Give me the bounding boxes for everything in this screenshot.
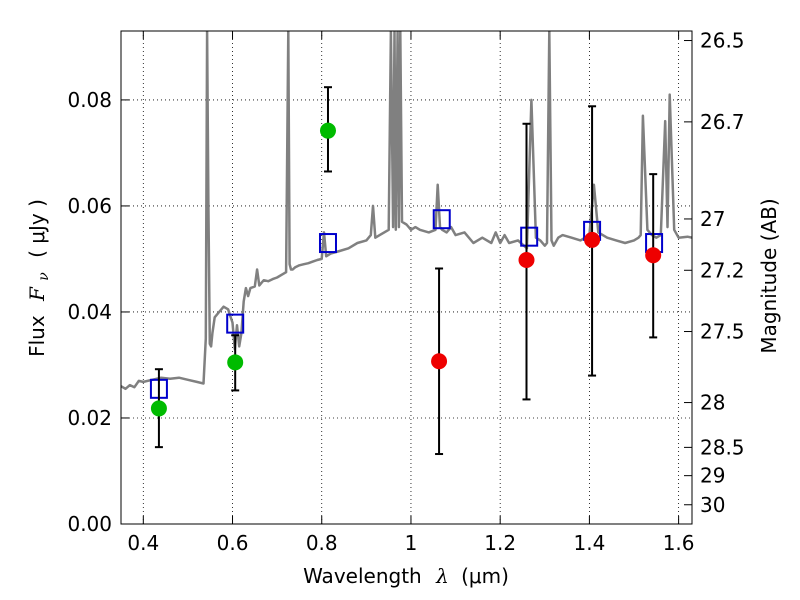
y-axis-ticks: 0.00 0.02 0.04 0.06 0.08 bbox=[67, 88, 129, 536]
y-tick-label: 0.02 bbox=[67, 406, 112, 430]
y-axis-label-unit: ( μJy ) bbox=[25, 199, 49, 258]
model-photometry-square bbox=[432, 209, 451, 230]
model-spectrum-line bbox=[121, 31, 692, 391]
x-axis-label-symbol: λ bbox=[435, 564, 449, 588]
y2-axis-label: Magnitude (AB) bbox=[757, 198, 781, 353]
y2-axis-ticks: 26.5 26.7 27 27.2 27.5 28 28.5 29 30 bbox=[684, 29, 745, 517]
upper-limit-point bbox=[645, 247, 662, 264]
x-axis-label-text: Wavelength bbox=[303, 564, 422, 588]
plot-area bbox=[121, 31, 692, 456]
x-axis-label-unit: (μm) bbox=[461, 564, 509, 588]
y2-tick-label: 30 bbox=[700, 493, 725, 517]
y-axis-label-symbol: F bbox=[25, 286, 49, 302]
y2-tick-label: 26.7 bbox=[700, 110, 745, 134]
x-tick-label: 0.6 bbox=[217, 531, 249, 555]
plot-frame bbox=[120, 30, 693, 525]
x-tick-label: 1.6 bbox=[663, 531, 695, 555]
x-tick-label: 1.2 bbox=[484, 531, 516, 555]
y-tick-label: 0.00 bbox=[67, 512, 112, 536]
detection-point bbox=[319, 122, 336, 139]
y2-tick-label: 27 bbox=[700, 207, 725, 231]
y-tick-label: 0.06 bbox=[67, 194, 112, 218]
y2-tick-label: 27.5 bbox=[700, 320, 745, 344]
model-photometry-square bbox=[318, 233, 337, 254]
data-marks bbox=[149, 86, 664, 456]
x-tick-label: 1.4 bbox=[573, 531, 605, 555]
x-tick-label: 1 bbox=[405, 531, 418, 555]
y-axis-label-text: Flux bbox=[25, 315, 49, 357]
detection-point bbox=[227, 354, 244, 371]
y2-tick-label: 28 bbox=[700, 391, 725, 415]
detection-point bbox=[150, 400, 167, 417]
model-photometry-square bbox=[226, 313, 245, 334]
x-axis-label: Wavelength λ (μm) bbox=[303, 564, 509, 588]
y2-tick-label: 26.5 bbox=[700, 29, 745, 53]
x-axis-ticks: 0.4 0.6 0.8 1 1.2 1.4 1.6 bbox=[127, 31, 695, 555]
upper-limit-point bbox=[431, 353, 448, 370]
y2-tick-label: 27.2 bbox=[700, 258, 745, 282]
y-axis-label-sub: ν bbox=[36, 272, 52, 281]
y2-tick-label: 28.5 bbox=[700, 435, 745, 459]
y-axis-label: Flux F ν ( μJy ) bbox=[25, 199, 53, 357]
model-photometry-square bbox=[520, 226, 539, 247]
y-tick-label: 0.08 bbox=[67, 88, 112, 112]
y2-tick-label: 29 bbox=[700, 464, 725, 488]
y-tick-label: 0.04 bbox=[67, 300, 112, 324]
x-tick-label: 0.4 bbox=[127, 531, 159, 555]
upper-limit-point bbox=[584, 231, 601, 248]
upper-limit-point bbox=[518, 252, 535, 269]
x-tick-label: 0.8 bbox=[306, 531, 338, 555]
